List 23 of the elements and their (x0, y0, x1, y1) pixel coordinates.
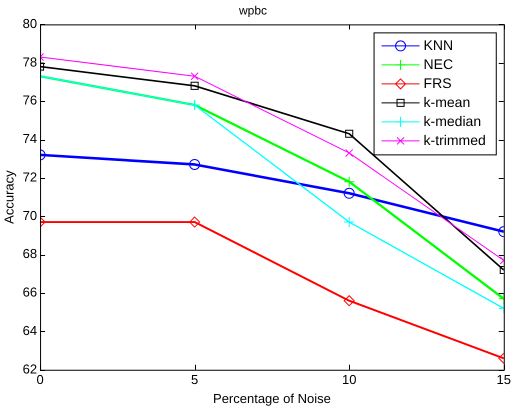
y-tick-label: 72 (22, 169, 38, 184)
legend-label: FRS (424, 74, 452, 91)
legend-label: KNN (424, 36, 454, 53)
y-tick-label: 70 (22, 208, 38, 223)
y-tick-label: 68 (22, 246, 38, 262)
x-tick-label: 10 (342, 372, 356, 388)
x-tick-label: 0 (36, 372, 44, 388)
y-tick-label: 64 (22, 323, 38, 338)
y-tick-label: 74 (22, 131, 38, 146)
legend-label: k-median (424, 112, 482, 129)
x-tick-label: 15 (496, 372, 512, 388)
y-tick-label: 66 (22, 284, 38, 300)
y-tick-label: 80 (22, 16, 38, 31)
y-tick-label: 78 (22, 54, 38, 70)
legend-label: k-trimmed (424, 132, 486, 148)
x-tick-label: 5 (191, 372, 198, 388)
legend-label: k-mean (424, 94, 470, 110)
y-tick-label: 62 (22, 361, 38, 376)
y-tick-label: 76 (22, 92, 38, 108)
y-axis-title: Accuracy (1, 170, 16, 224)
x-axis-title: Percentage of Noise (213, 390, 331, 406)
legend-label: NEC (424, 56, 454, 72)
chart-title: wpbc (238, 4, 268, 18)
